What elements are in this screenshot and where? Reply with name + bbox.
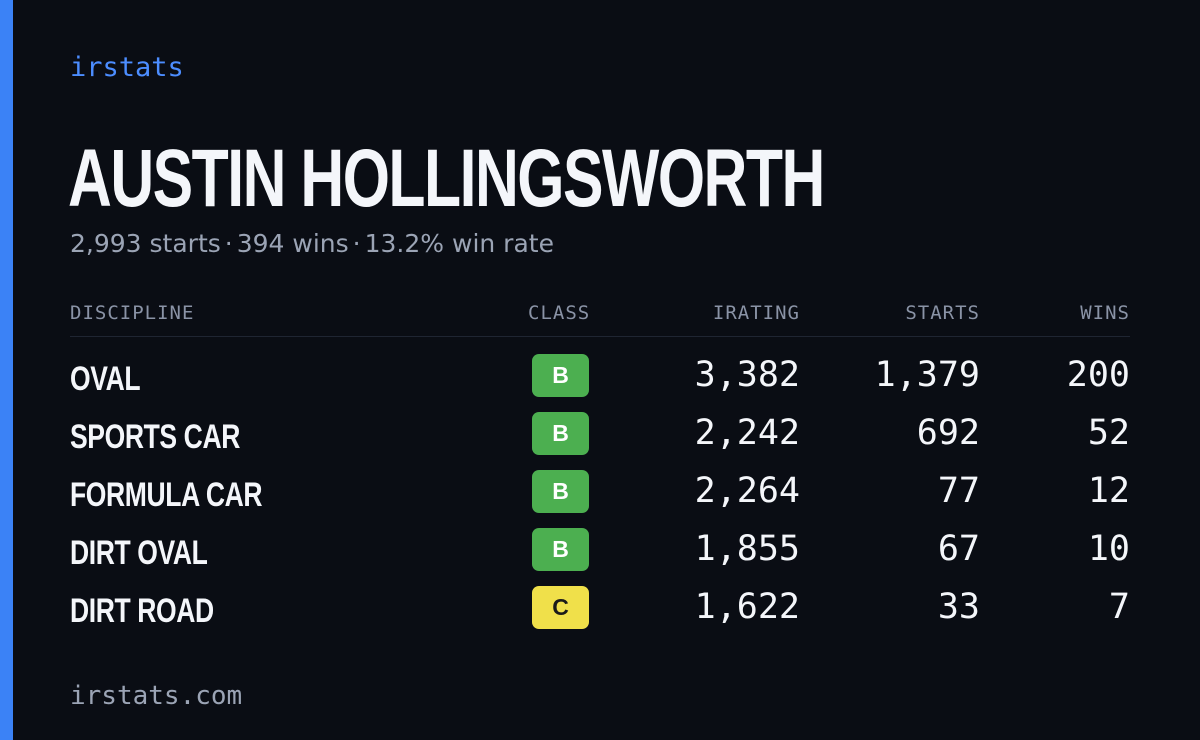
irating-value: 1,622 <box>694 587 800 627</box>
table-header: DISCIPLINE CLASS IRATING STARTS WINS <box>70 300 1130 337</box>
discipline-name: SPORTS CAR <box>70 418 240 456</box>
starts-value: 692 <box>916 413 980 453</box>
header-class: CLASS <box>528 302 591 324</box>
discipline-name: FORMULA CAR <box>70 476 263 514</box>
driver-name: AUSTIN HOLLINGSWORTH <box>68 133 825 224</box>
driver-summary: 2,993 starts · 394 wins · 13.2% win rate <box>70 229 554 259</box>
table-row: OVAL B 3,382 1,379 200 <box>70 350 1130 408</box>
starts-value: 33 <box>937 587 980 627</box>
table-row: FORMULA CAR B 2,264 77 12 <box>70 466 1130 524</box>
table-row: DIRT ROAD C 1,622 33 7 <box>70 582 1130 640</box>
wins-value: 12 <box>1087 471 1130 511</box>
wins-summary: 394 wins <box>236 229 349 258</box>
starts-value: 1,379 <box>874 355 980 395</box>
summary-separator: · <box>352 229 361 258</box>
discipline-table: OVAL B 3,382 1,379 200 SPORTS CAR B 2,24… <box>70 350 1130 640</box>
header-starts: STARTS <box>905 302 980 324</box>
irating-value: 3,382 <box>694 355 800 395</box>
class-badge: B <box>532 354 589 397</box>
discipline-name: DIRT ROAD <box>70 592 214 630</box>
header-wins: WINS <box>1080 302 1130 324</box>
wins-value: 200 <box>1066 355 1130 395</box>
footer-url[interactable]: irstats.com <box>70 681 243 711</box>
starts-summary: 2,993 starts <box>70 229 221 258</box>
irating-value: 2,242 <box>694 413 800 453</box>
wins-value: 10 <box>1087 529 1130 569</box>
accent-bar <box>0 0 13 740</box>
header-discipline: DISCIPLINE <box>70 302 195 324</box>
class-badge: B <box>532 470 589 513</box>
header-irating: IRATING <box>712 302 800 324</box>
winrate-summary: 13.2% win rate <box>364 229 554 258</box>
class-badge: B <box>532 412 589 455</box>
starts-value: 67 <box>937 529 980 569</box>
table-row: SPORTS CAR B 2,242 692 52 <box>70 408 1130 466</box>
discipline-name: OVAL <box>70 360 141 398</box>
class-badge: B <box>532 528 589 571</box>
irating-value: 1,855 <box>694 529 800 569</box>
class-badge: C <box>532 586 589 629</box>
irating-value: 2,264 <box>694 471 800 511</box>
discipline-name: DIRT OVAL <box>70 534 208 572</box>
table-row: DIRT OVAL B 1,855 67 10 <box>70 524 1130 582</box>
brand-logo[interactable]: irstats <box>70 52 184 83</box>
wins-value: 7 <box>1108 587 1130 627</box>
starts-value: 77 <box>937 471 980 511</box>
wins-value: 52 <box>1087 413 1130 453</box>
summary-separator: · <box>224 229 233 258</box>
